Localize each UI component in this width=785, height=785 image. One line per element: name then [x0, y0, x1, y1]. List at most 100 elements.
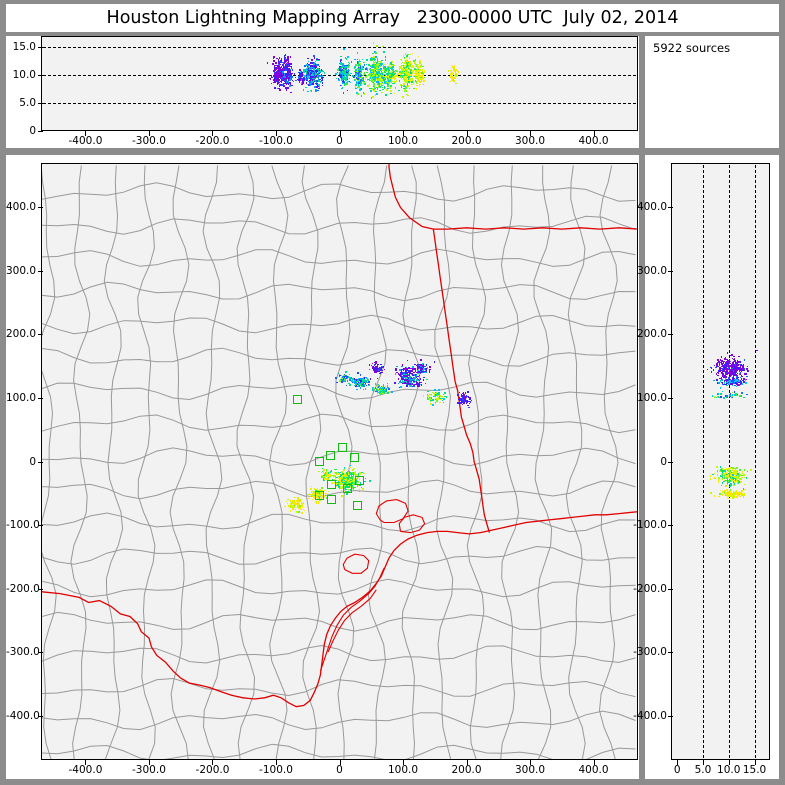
- source-point: [389, 74, 391, 76]
- source-point: [314, 66, 316, 69]
- source-point: [381, 371, 383, 374]
- source-point: [379, 86, 382, 88]
- source-point: [373, 67, 376, 70]
- source-point: [386, 75, 388, 78]
- source-point: [380, 61, 382, 63]
- source-point: [279, 68, 282, 71]
- source-point: [304, 65, 306, 67]
- source-point: [310, 65, 312, 67]
- source-point: [376, 45, 378, 47]
- source-point: [366, 67, 368, 70]
- source-point: [289, 85, 291, 87]
- source-point: [443, 398, 445, 400]
- source-point: [365, 76, 367, 78]
- source-point: [291, 507, 294, 509]
- source-point: [272, 63, 274, 65]
- source-point: [717, 359, 719, 361]
- source-point: [274, 64, 277, 67]
- source-point: [346, 73, 348, 76]
- source-point: [359, 70, 361, 73]
- source-point: [280, 84, 282, 86]
- source-point: [422, 77, 425, 79]
- source-point: [359, 76, 361, 79]
- source-point: [349, 384, 351, 386]
- source-point: [345, 73, 347, 76]
- source-point: [278, 85, 281, 88]
- source-point: [392, 66, 395, 69]
- source-point: [308, 80, 310, 83]
- source-point: [726, 492, 728, 494]
- source-point: [432, 404, 434, 406]
- source-point: [355, 82, 358, 84]
- source-point: [313, 68, 315, 70]
- source-point: [377, 60, 380, 63]
- source-point: [416, 84, 418, 87]
- source-point: [403, 90, 406, 93]
- source-point: [356, 61, 359, 63]
- source-point: [274, 69, 277, 71]
- lma-station-marker-5: [355, 476, 365, 486]
- source-point: [411, 78, 414, 80]
- source-point: [405, 80, 407, 83]
- source-point: [270, 75, 273, 77]
- source-point: [281, 79, 283, 81]
- source-point: [290, 91, 292, 94]
- source-point: [289, 83, 292, 85]
- source-point: [413, 380, 415, 383]
- altitude-east-xtick-4: 0: [336, 135, 343, 147]
- source-point: [360, 384, 363, 386]
- source-point: [298, 71, 300, 74]
- source-point: [726, 358, 728, 361]
- source-point: [274, 81, 277, 84]
- source-point: [375, 52, 377, 54]
- source-point: [341, 82, 344, 84]
- source-point: [318, 71, 320, 73]
- source-point: [731, 367, 733, 370]
- source-point: [274, 87, 276, 89]
- source-point: [346, 75, 349, 77]
- source-point: [302, 89, 305, 91]
- source-point: [730, 466, 733, 469]
- source-point: [301, 83, 303, 86]
- source-point: [337, 68, 340, 70]
- source-point: [301, 506, 304, 508]
- source-point: [345, 79, 348, 81]
- source-point: [277, 76, 280, 78]
- source-point: [310, 78, 313, 80]
- source-point: [429, 368, 431, 371]
- source-point: [295, 79, 297, 82]
- source-point: [414, 59, 417, 61]
- source-point: [732, 472, 734, 475]
- source-point: [453, 70, 456, 72]
- source-point: [467, 391, 469, 393]
- source-point: [405, 380, 407, 383]
- source-point: [310, 89, 312, 92]
- source-point: [276, 79, 278, 82]
- source-point: [418, 375, 421, 378]
- source-point: [404, 89, 406, 91]
- source-point: [366, 71, 368, 74]
- source-point: [455, 75, 457, 77]
- source-point: [385, 70, 387, 73]
- source-point: [440, 395, 442, 398]
- source-point: [308, 84, 310, 87]
- source-point: [284, 76, 286, 78]
- altitude-north-scatter: [645, 155, 770, 760]
- source-point: [734, 473, 736, 475]
- source-point: [467, 404, 469, 407]
- source-point: [322, 479, 325, 481]
- source-point: [288, 77, 290, 79]
- source-point: [344, 83, 346, 85]
- source-point: [302, 508, 305, 511]
- source-point: [358, 71, 360, 74]
- source-point: [317, 64, 320, 67]
- source-point: [306, 65, 309, 67]
- source-point: [358, 79, 360, 82]
- source-point: [344, 379, 346, 382]
- source-point: [298, 77, 300, 80]
- page-title: Houston Lightning Mapping Array 2300-000…: [106, 8, 679, 28]
- source-point: [343, 71, 345, 74]
- source-point: [391, 391, 393, 393]
- source-point: [305, 86, 307, 89]
- plan-view-panel: 400.0 300.0 200.0 100.0 0 -100.0 -200.0 -300.0-…: [6, 155, 639, 779]
